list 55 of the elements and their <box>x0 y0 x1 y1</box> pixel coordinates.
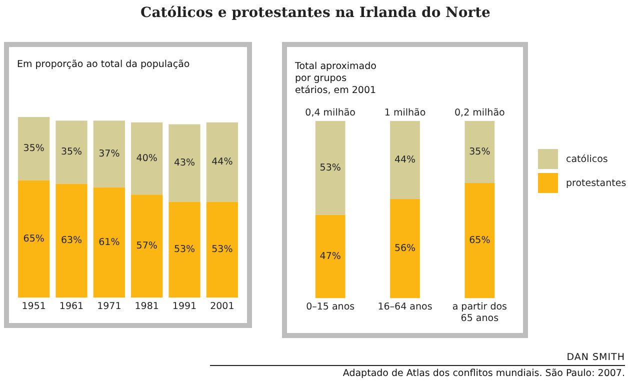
bar <box>206 202 238 298</box>
bar <box>168 124 200 202</box>
data-label: 47% <box>320 251 341 262</box>
data-label: 53% <box>174 244 196 256</box>
bar <box>315 214 346 298</box>
chart-subtitle: Total aproximado por grupos etários, em 2001 <box>295 61 378 97</box>
data-label: 57% <box>136 240 158 252</box>
x-tick-label: 1951 <box>22 300 46 312</box>
x-tick-label: 1991 <box>172 300 197 312</box>
bar <box>206 122 238 202</box>
data-label: 56% <box>394 243 416 254</box>
bar <box>168 202 200 298</box>
bar <box>390 121 420 199</box>
data-label: 43% <box>174 158 196 169</box>
data-label: 35% <box>23 143 44 154</box>
data-label: 35% <box>60 146 82 158</box>
data-label: 65% <box>469 235 490 246</box>
data-label: 37% <box>98 148 120 160</box>
bar <box>131 194 163 298</box>
bar <box>390 198 420 298</box>
legend-label: protestantes <box>566 178 626 188</box>
data-label: 40% <box>136 153 158 164</box>
bar <box>315 121 346 215</box>
chart-subtitle: Em proporção ao total da população <box>17 59 191 71</box>
data-label: 53% <box>212 244 233 256</box>
text: Adaptado de Atlas dos conflitos mundiais. São Paulo: 2007. <box>342 368 625 379</box>
annotation: 1 milhão <box>384 108 426 119</box>
bar <box>131 122 163 195</box>
x-tick-label: 2001 <box>210 300 234 312</box>
data-label: 65% <box>23 233 44 244</box>
x-tick-label: 1971 <box>97 300 122 312</box>
bar <box>464 183 495 298</box>
x-tick-label: a partir dos 65 anos <box>452 301 508 324</box>
data-label: 44% <box>394 154 416 166</box>
text: Católicos e protestantes na Irlanda do Norte <box>140 5 492 21</box>
annotation: 0,2 milhão <box>454 108 506 119</box>
bar <box>56 184 88 298</box>
data-label: 53% <box>320 162 341 174</box>
legend-label: católicos <box>566 154 608 164</box>
data-label: 61% <box>98 236 120 248</box>
data-label: 63% <box>60 235 82 246</box>
data-label: 35% <box>469 146 490 158</box>
bar <box>93 187 125 298</box>
bar <box>464 121 495 184</box>
annotation: 0,4 milhão <box>305 108 356 119</box>
bar <box>93 120 125 188</box>
text: DAN SMITH <box>566 352 625 363</box>
data-label: 44% <box>212 156 233 168</box>
bar <box>56 120 88 184</box>
bar <box>18 117 50 180</box>
x-tick-label: 1961 <box>59 300 84 312</box>
x-tick-label: 0–15 anos <box>306 301 355 312</box>
x-tick-label: 1981 <box>134 300 159 312</box>
bar <box>18 180 50 298</box>
x-tick-label: 16–64 anos <box>378 301 432 312</box>
